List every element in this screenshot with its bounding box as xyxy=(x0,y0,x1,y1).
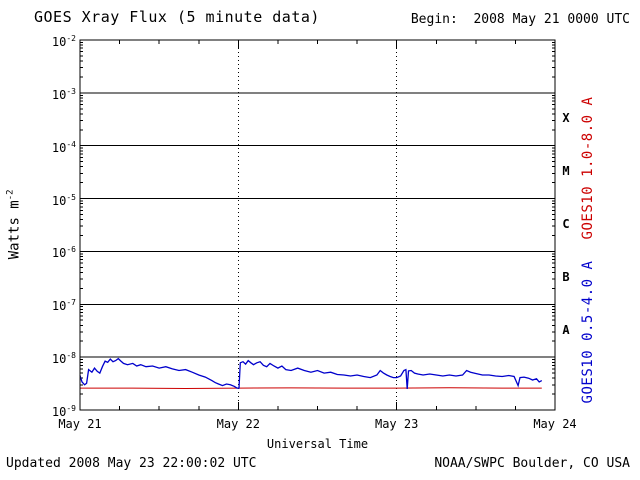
chart-title: GOES Xray Flux (5 minute data) xyxy=(34,8,320,26)
updated-timestamp: Updated 2008 May 23 22:00:02 UTC xyxy=(6,456,257,471)
y-tick-label: 10-8 xyxy=(51,351,76,367)
x-axis-title: Universal Time xyxy=(266,437,369,451)
y-tick-label: 10-2 xyxy=(51,34,76,49)
x-tick-label: May 24 xyxy=(533,417,577,431)
flare-class-label-m: M xyxy=(562,164,570,179)
y-tick-label: 10-7 xyxy=(51,298,76,314)
y-axis-title: Watts m-2 xyxy=(6,154,23,294)
y-axis-title-exponent: -2 xyxy=(5,189,16,201)
plot-frame xyxy=(79,39,556,411)
y-tick-label: 10-3 xyxy=(51,86,76,102)
x-tick-label: May 22 xyxy=(216,417,260,431)
x-tick-label: May 21 xyxy=(58,417,102,431)
y-tick-label: 10-5 xyxy=(51,192,76,208)
source-credit: NOAA/SWPC Boulder, CO USA xyxy=(434,456,630,471)
series-line-long-1-8A xyxy=(80,387,542,390)
right-label-goes10-short-channel: GOES10 0.5-4.0 A xyxy=(580,260,596,404)
flare-class-label-c: C xyxy=(562,217,570,231)
y-axis-title-text: Watts m xyxy=(6,200,23,260)
flare-class-label-b: B xyxy=(562,269,570,284)
flare-class-label-x: X xyxy=(562,111,570,126)
y-tick-label: 10-4 xyxy=(51,139,76,155)
begin-timestamp: Begin: 2008 May 21 0000 UTC xyxy=(410,12,630,27)
series-line-short-05-4A xyxy=(79,357,543,390)
x-tick-label: May 23 xyxy=(374,417,419,431)
y-tick-label: 10-9 xyxy=(51,404,76,419)
flare-class-label-a: A xyxy=(562,322,570,337)
right-label-goes10-long-channel: GOES10 1.0-8.0 A xyxy=(580,96,596,240)
y-tick-label: 10-6 xyxy=(51,245,76,261)
